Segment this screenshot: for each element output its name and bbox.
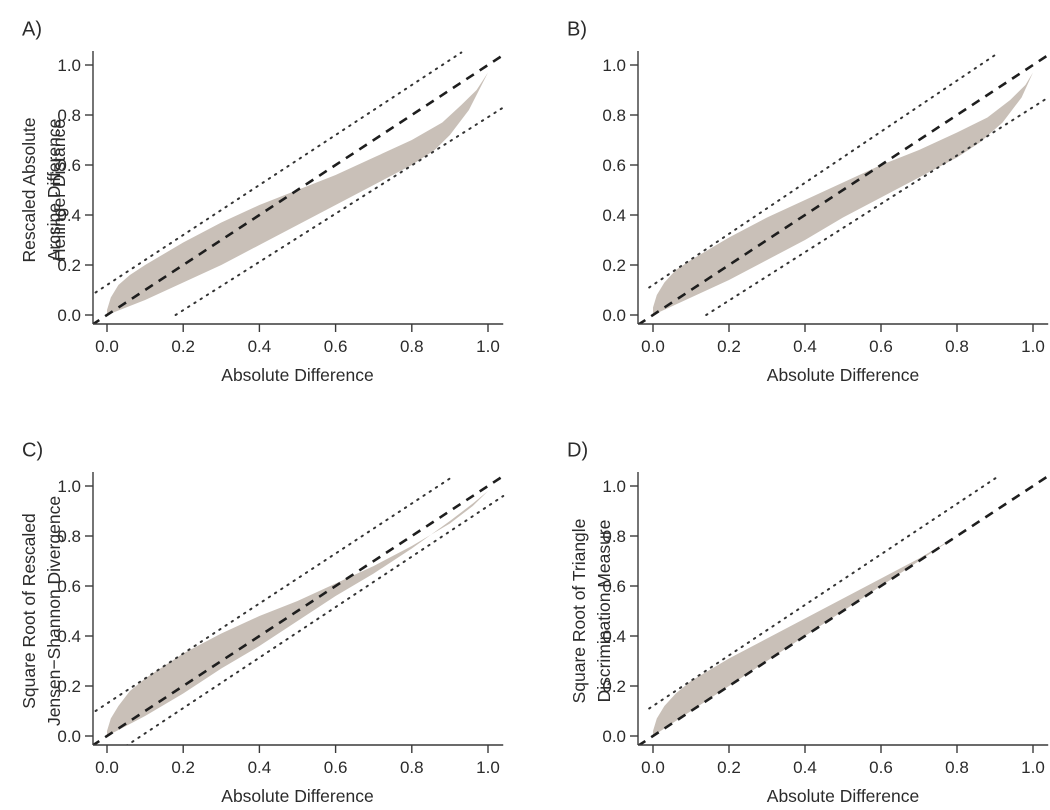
y-tick-label: 0.8: [602, 106, 626, 125]
x-tick-label: 1.0: [1021, 758, 1045, 777]
y-axis-title-line: Rescaled Absolute: [19, 118, 39, 263]
panel-a: A) 0.0 0.2 0.4 0.6 0.8 1.0 0.0 0.2 0.4 0.6 0.8 1.0 Ab…: [19, 19, 505, 385]
y-tick-label: 0.8: [57, 106, 81, 125]
y-tick-label: 0.6: [602, 577, 626, 596]
y-tick-label: 0.8: [602, 527, 626, 546]
upper-bound-dotted-line: [94, 51, 463, 294]
x-tick-label: 1.0: [1021, 337, 1045, 356]
y-axis-title-line: Hellinger Distance: [49, 119, 69, 261]
x-tick-label: 0.8: [400, 758, 424, 777]
x-tick-label: 0.2: [717, 758, 741, 777]
x-tick-label: 0.6: [869, 758, 893, 777]
x-tick-label: 0.4: [793, 337, 817, 356]
x-tick-label: 0.0: [95, 337, 119, 356]
panel-c: C) 0.0 0.2 0.4 0.6 0.8 1.0 0.0 0.2 0.4 0.6 0.8 1.0 Ab…: [19, 440, 505, 806]
x-tick-label: 0.8: [400, 337, 424, 356]
y-tick-label: 0.6: [602, 156, 626, 175]
identity-dashed-line: [93, 474, 504, 745]
range-band: [107, 72, 488, 315]
x-tick-label: 0.6: [869, 337, 893, 356]
y-tick-label: 1.0: [57, 56, 81, 75]
y-axis-title-line: Jensen−Shannon Divergence: [44, 496, 64, 726]
y-tick-label: 0.2: [602, 677, 626, 696]
x-tick-label: 0.4: [793, 758, 817, 777]
x-axis-title: Absolute Difference: [221, 786, 373, 806]
upper-bound-dotted-line: [94, 475, 455, 712]
panel-label: C): [22, 440, 43, 462]
x-tick-label: 0.0: [641, 758, 665, 777]
y-tick-label: 0.2: [57, 677, 81, 696]
y-tick-label: 0.4: [602, 627, 626, 646]
x-tick-label: 0.2: [171, 758, 195, 777]
x-tick-label: 0.6: [324, 337, 348, 356]
y-axis-title-line: Square Root of Rescaled: [19, 513, 39, 709]
panel-label: B): [567, 19, 587, 41]
plot-lines: [638, 474, 1049, 745]
x-tick-label: 1.0: [476, 337, 500, 356]
identity-dashed-line: [638, 53, 1049, 324]
x-tick-label: 0.8: [945, 337, 969, 356]
x-tick-label: 0.4: [248, 337, 272, 356]
y-tick-label: 0.0: [57, 306, 81, 325]
x-tick-label: 0.0: [95, 758, 119, 777]
panel-label: D): [567, 440, 588, 462]
y-tick-label: 0.4: [57, 206, 81, 225]
x-tick-label: 0.8: [945, 758, 969, 777]
y-tick-label: 0.8: [57, 527, 81, 546]
x-axis-title: Absolute Difference: [221, 365, 373, 385]
x-tick-label: 1.0: [476, 758, 500, 777]
lower-bound-dotted-line: [705, 96, 1050, 316]
plot-lines: [93, 474, 505, 745]
upper-bound-dotted-line: [648, 475, 1000, 710]
x-tick-label: 0.2: [717, 337, 741, 356]
x-tick-label: 0.2: [171, 337, 195, 356]
y-tick-label: 0.2: [602, 256, 626, 275]
x-tick-label: 0.6: [324, 758, 348, 777]
x-tick-label: 0.4: [248, 758, 272, 777]
range-band: [653, 72, 1033, 315]
panel-d: D) 0.0 0.2 0.4 0.6 0.8 1.0 0.0 0.2 0.4 0.6 0.8 1.0 Ab…: [567, 440, 1049, 806]
x-tick-label: 0.0: [641, 337, 665, 356]
x-axis-title: Absolute Difference: [767, 786, 919, 806]
y-tick-label: 0.0: [602, 306, 626, 325]
identity-dashed-line: [93, 53, 504, 324]
y-tick-label: 0.0: [602, 727, 626, 746]
upper-bound-dotted-line: [648, 51, 1000, 289]
y-axis-title-line: Discrimination Measure: [594, 520, 614, 703]
panel-label: A): [22, 19, 42, 41]
y-tick-label: 0.0: [57, 727, 81, 746]
y-axis-title-line: Arcsine Difference: [44, 119, 64, 262]
y-tick-label: 0.6: [57, 156, 81, 175]
y-tick-label: 0.6: [57, 577, 81, 596]
y-tick-label: 0.4: [602, 206, 626, 225]
y-tick-label: 0.4: [57, 627, 81, 646]
lower-bound-dotted-line: [125, 495, 505, 745]
y-tick-label: 0.2: [57, 256, 81, 275]
lower-bound-dotted-line: [174, 106, 505, 316]
y-axis-title-line: Square Root of Triangle: [569, 519, 589, 704]
y-tick-label: 1.0: [602, 477, 626, 496]
y-tick-label: 1.0: [57, 477, 81, 496]
y-tick-label: 1.0: [602, 56, 626, 75]
plot-lines: [638, 51, 1050, 324]
identity-dashed-line: [638, 474, 1049, 745]
plot-lines: [93, 51, 505, 324]
x-axis-title: Absolute Difference: [767, 365, 919, 385]
panel-b: B) 0.0 0.2 0.4 0.6 0.8 1.0 0.0 0.2 0.4 0.6 0.8 1.0 Ab…: [49, 19, 1050, 385]
